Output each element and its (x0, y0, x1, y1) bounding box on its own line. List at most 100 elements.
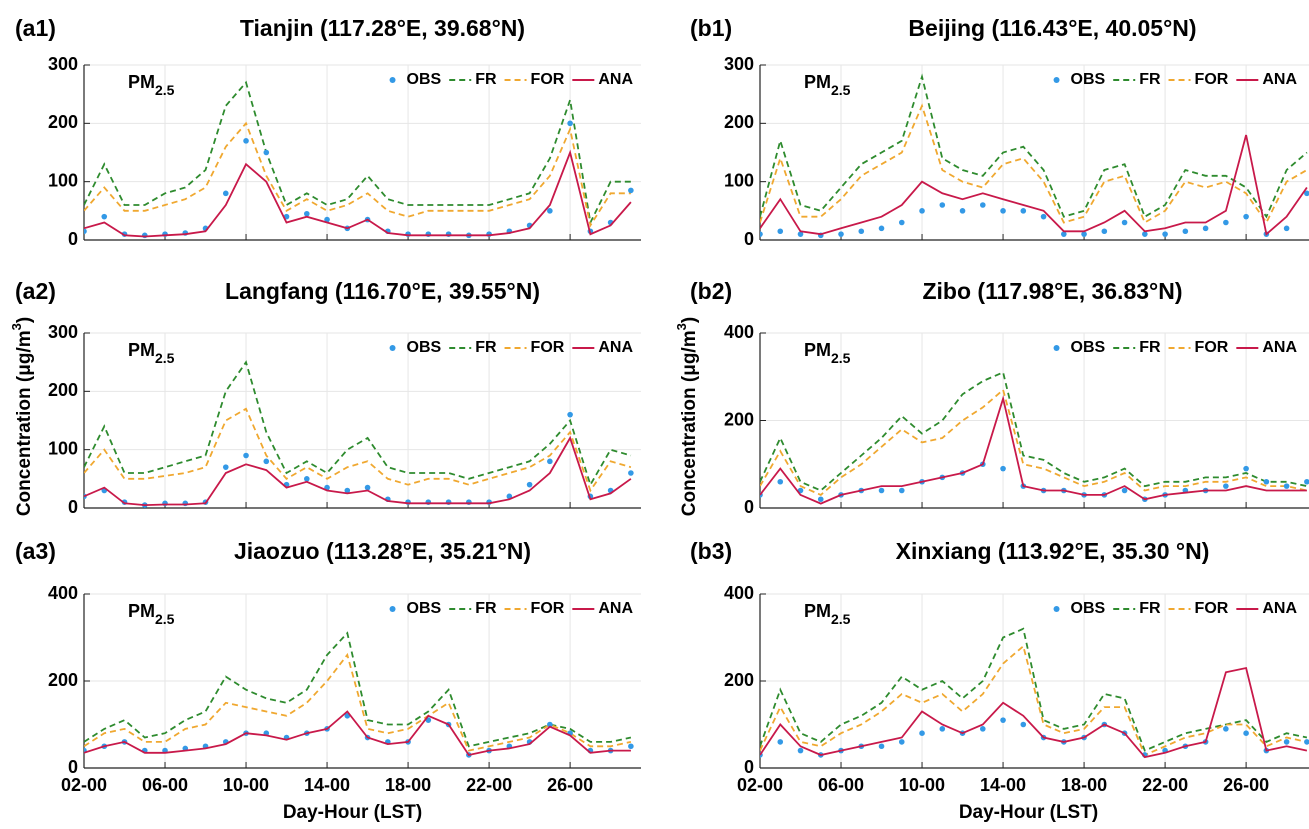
obs-point (980, 202, 986, 208)
obs-point (838, 231, 844, 237)
obs-point (959, 208, 966, 214)
panel: (b3) Xinxiang (113.92°E, 35.30 °N) 0 200 400… (690, 538, 1309, 823)
annotation: PM2.5 (804, 601, 851, 627)
y-tick-label: 100 (48, 438, 78, 458)
y-axis-label-end: ) (679, 317, 700, 323)
obs-point (817, 496, 824, 503)
series-line (760, 371, 1308, 492)
series-line (760, 395, 1307, 505)
obs-point (324, 216, 330, 223)
series-line (760, 134, 1308, 236)
obs-point (777, 739, 784, 745)
obs-point (222, 190, 229, 197)
obs-point (1020, 208, 1027, 214)
y-axis-label-main: Concentration (μg/m (14, 330, 35, 516)
legend-marker (1053, 345, 1060, 351)
panel-title: Zibo (117.98°E, 36.83°N) (922, 278, 1182, 304)
panel-title: Langfang (116.70°E, 39.55°N) (225, 278, 540, 304)
obs-point (628, 470, 634, 476)
obs-point (797, 747, 804, 754)
obs-point (797, 231, 804, 237)
legend-label: FR (1139, 339, 1161, 356)
x-tick-label: 18-00 (1061, 775, 1107, 795)
legend-label: OBS (1071, 339, 1106, 356)
series-line (84, 710, 631, 757)
y-axis-label-main: Concentration (μg/m (679, 330, 700, 516)
x-tick-label: 26-00 (547, 775, 593, 795)
legend-label: FR (475, 600, 497, 617)
series-line (760, 644, 1308, 757)
panel-label: (b1) (690, 15, 732, 41)
series-line (84, 80, 631, 226)
obs-point (1283, 225, 1290, 232)
series-line (84, 435, 632, 507)
obs-point (101, 213, 108, 220)
y-tick-label: 100 (724, 170, 754, 190)
obs-point (1000, 465, 1006, 472)
legend-label: ANA (598, 600, 633, 617)
y-tick-label: 200 (48, 112, 78, 132)
obs-point (939, 726, 946, 732)
y-tick-label: 0 (68, 757, 78, 777)
series-line (760, 73, 1308, 219)
legend-marker (1053, 77, 1060, 83)
obs-point (1020, 721, 1027, 728)
y-tick-label: 400 (724, 583, 754, 603)
legend-label: FR (1139, 600, 1161, 617)
obs-point (304, 210, 310, 217)
x-tick-label: 14-00 (304, 775, 350, 795)
annotation-main: PM (128, 72, 155, 92)
obs-point (1223, 726, 1229, 732)
y-axis-label: Concentration (μg/m3) (9, 317, 35, 516)
panel-title: Xinxiang (113.92°E, 35.30 °N) (896, 538, 1210, 564)
y-tick-label: 400 (724, 322, 754, 342)
y-tick-label: 400 (48, 583, 78, 603)
obs-point (222, 464, 229, 470)
obs-point (1263, 478, 1270, 485)
obs-point (919, 730, 925, 736)
legend-label: OBS (407, 339, 442, 356)
legend: OBS FR FOR ANA (1053, 600, 1297, 617)
x-axis-label: Day-Hour (LST) (283, 802, 422, 823)
y-tick-label: 0 (744, 497, 754, 517)
annotation-main: PM (128, 340, 155, 360)
obs-point (1040, 213, 1047, 220)
obs-point (777, 228, 784, 235)
obs-point (939, 202, 946, 208)
legend-label: ANA (598, 71, 633, 88)
obs-point (567, 120, 573, 127)
obs-point (628, 743, 634, 750)
obs-point (1202, 225, 1209, 232)
annotation: PM2.5 (128, 601, 175, 627)
legend-label: OBS (407, 600, 442, 617)
series-line (84, 631, 632, 748)
panel-label: (a2) (15, 278, 56, 304)
x-tick-label: 06-00 (142, 775, 188, 795)
series-line (84, 652, 632, 752)
legend-label: FOR (1195, 339, 1229, 356)
legend: OBS FR FOR ANA (1053, 339, 1297, 356)
obs-point (1182, 228, 1189, 235)
y-tick-label: 200 (48, 380, 78, 400)
legend-label: ANA (1262, 71, 1297, 88)
obs-point (1243, 730, 1249, 736)
y-axis-label-sup: 3 (9, 323, 24, 330)
panel-label: (b2) (690, 278, 732, 304)
obs-point (547, 458, 553, 465)
x-tick-label: 10-00 (899, 775, 945, 795)
obs-point (263, 458, 270, 465)
obs-point (1081, 231, 1087, 237)
legend-marker (389, 345, 396, 351)
y-tick-label: 200 (724, 112, 754, 132)
obs-point (526, 481, 533, 488)
series-line (84, 360, 632, 487)
panel: (a3) Jiaozuo (113.28°E, 35.21°N) 0 200 400 02… (15, 538, 641, 823)
annotation-sub: 2.5 (155, 611, 175, 627)
obs-point (1121, 219, 1128, 226)
annotation: PM2.5 (804, 340, 851, 366)
annotation-sub: 2.5 (155, 82, 175, 98)
y-tick-label: 300 (724, 54, 754, 74)
legend-marker (389, 606, 396, 612)
obs-point (898, 739, 905, 745)
legend-label: FR (475, 71, 497, 88)
